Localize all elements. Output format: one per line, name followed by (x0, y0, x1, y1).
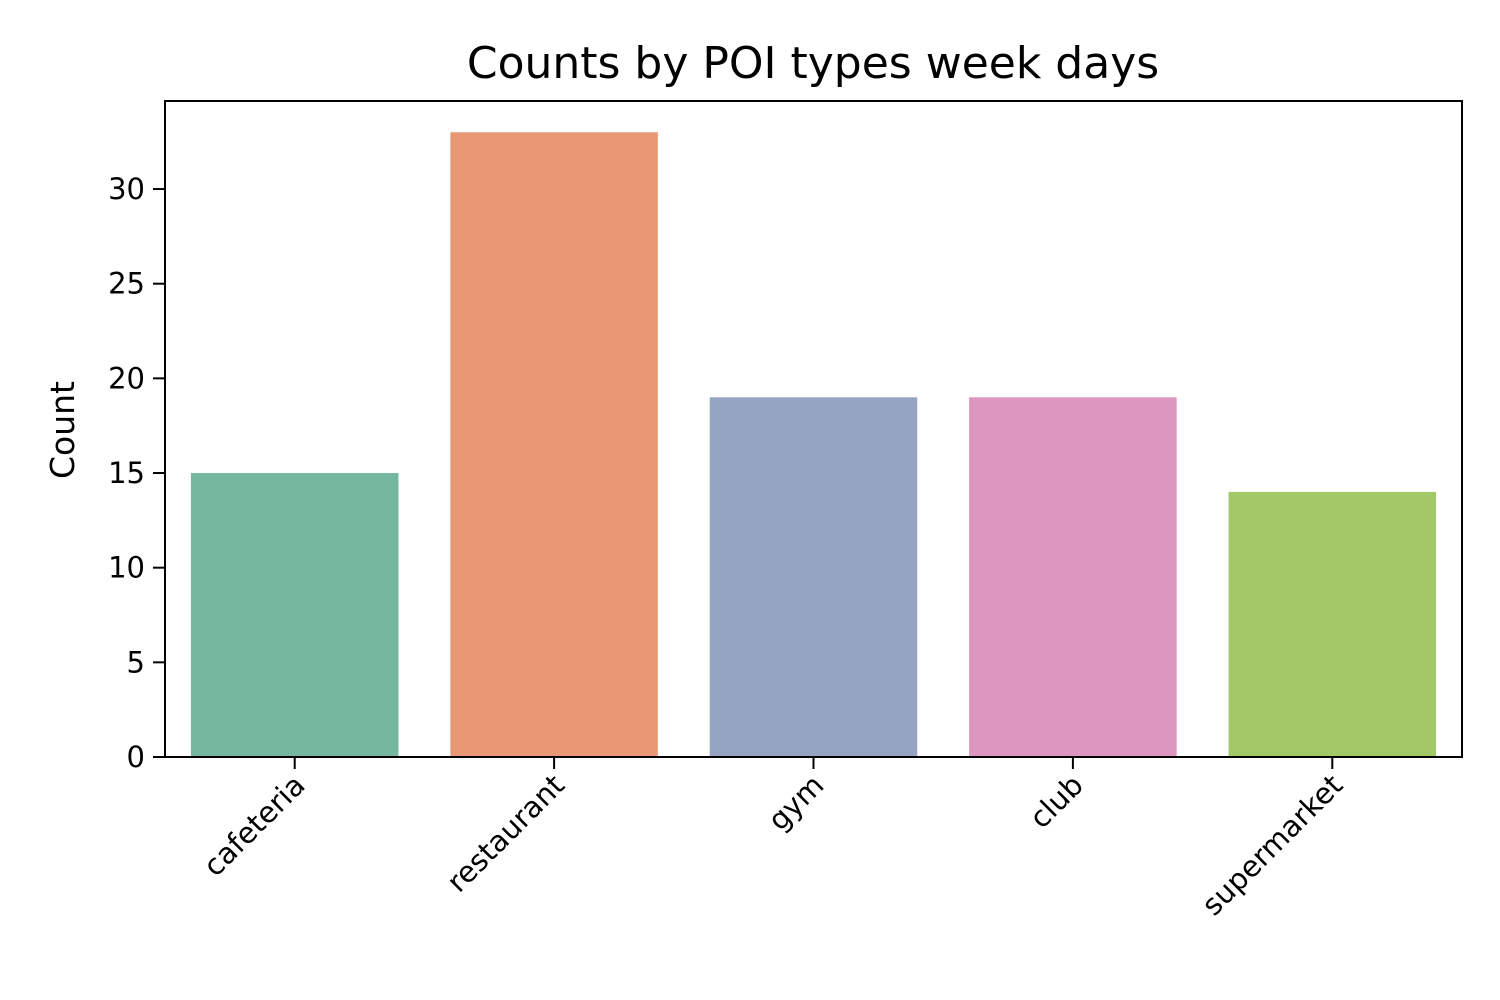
y-tick-label: 30 (108, 172, 145, 206)
x-tick-label: supermarket (1195, 768, 1349, 922)
x-axis-ticks: cafeteria restaurant gym club supermarket (197, 757, 1349, 922)
bar-supermarket (1228, 491, 1437, 757)
bar-gym (709, 397, 918, 757)
x-tick-label: cafeteria (197, 768, 312, 883)
bars-group (190, 132, 1437, 757)
chart-title: Counts by POI types week days (467, 38, 1159, 89)
x-tick-label: restaurant (440, 768, 571, 899)
y-tick-label: 15 (108, 456, 145, 490)
plot-frame (164, 100, 1463, 758)
y-tick-label: 10 (108, 551, 145, 585)
y-axis-ticks: 0 5 10 15 20 25 30 (108, 172, 165, 774)
x-tick-label: club (1023, 768, 1090, 835)
y-tick-label: 0 (127, 740, 145, 774)
bar-cafeteria (190, 473, 399, 757)
y-tick-label: 25 (108, 267, 145, 301)
y-axis-label: Count (43, 381, 82, 479)
bar-restaurant (450, 132, 658, 757)
y-tick-label: 20 (108, 361, 145, 395)
x-tick-label: gym (761, 768, 830, 837)
bar-club (969, 397, 1177, 757)
y-tick-label: 5 (127, 645, 145, 679)
